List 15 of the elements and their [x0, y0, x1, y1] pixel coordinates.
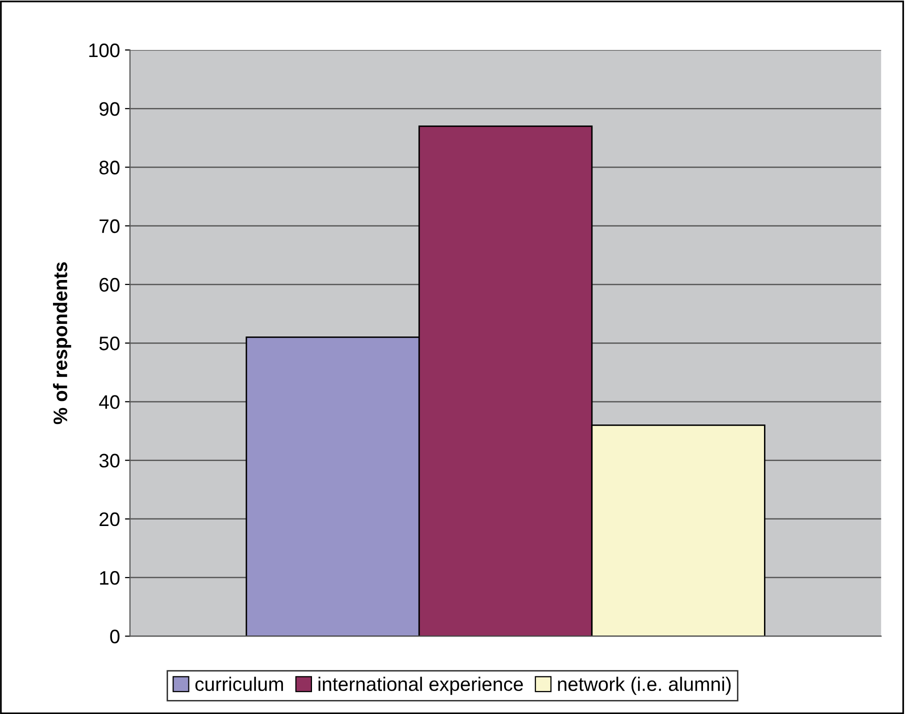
y-tick-label: 80	[99, 160, 120, 174]
y-tick-label: 30	[99, 454, 120, 468]
y-tick-label: 50	[99, 336, 120, 350]
y-tick-label: 0	[110, 630, 120, 644]
y-tick-label: 70	[100, 219, 120, 234]
y-tick-label: 90	[100, 102, 120, 116]
y-tick-label: 40	[99, 395, 120, 409]
legend-label: curriculum	[195, 676, 283, 692]
legend-label: network (i.e. alumni)	[558, 676, 731, 695]
y-axis-title: % of respondents	[53, 262, 72, 424]
y-tick-label: 60	[100, 278, 120, 292]
y-tick-label: 100	[89, 43, 120, 58]
y-tick-label: 20	[100, 512, 120, 526]
legend-label: international experience	[318, 676, 523, 695]
y-tick-label: 10	[100, 571, 120, 585]
